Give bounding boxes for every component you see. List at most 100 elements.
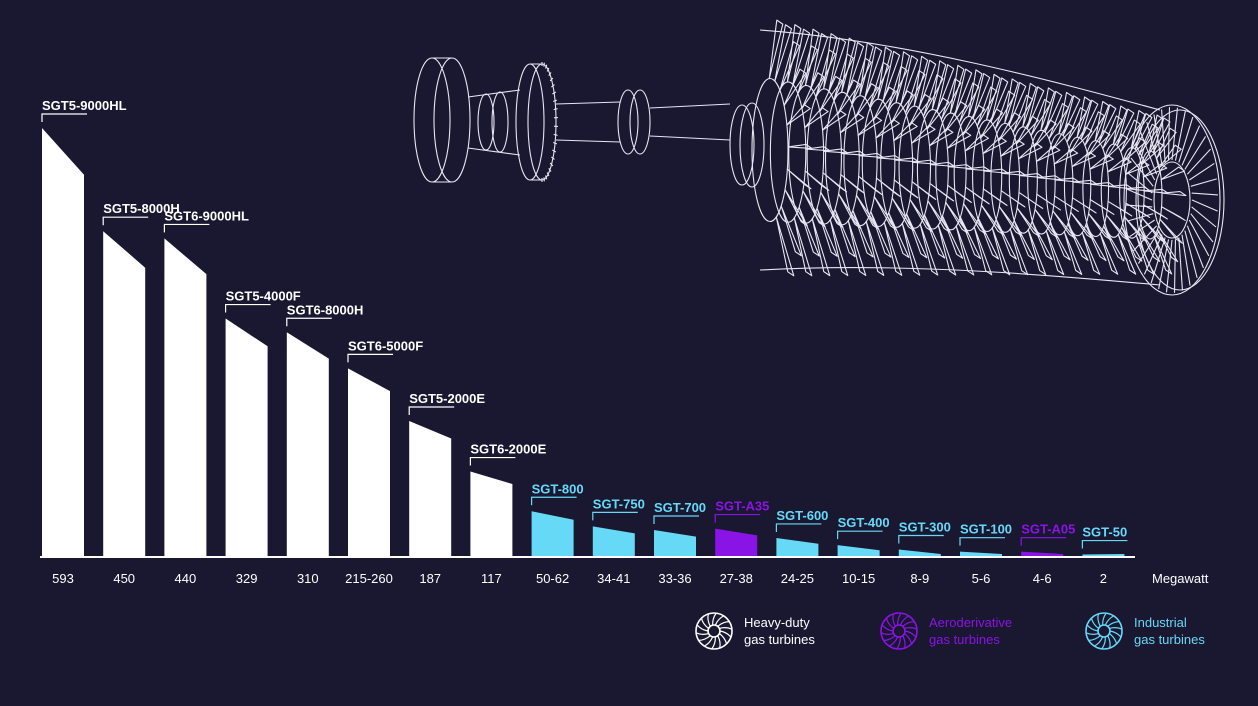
bar-model-label: SGT-800 [532, 481, 584, 496]
legend-label-line2: gas turbines [1134, 632, 1205, 647]
turbine-icon [1085, 612, 1123, 650]
label-bracket [531, 496, 577, 506]
legend-label-line2: gas turbines [744, 632, 815, 647]
bar-value-label: 50-62 [536, 571, 569, 586]
bar-group: SGT5-8000H [102, 201, 180, 556]
bar-model-label: SGT-300 [899, 520, 951, 535]
bar-value-label: 27-38 [720, 571, 753, 586]
bar [1021, 551, 1064, 556]
bar-group: SGT6-8000H [286, 302, 363, 556]
turbine-icon [880, 612, 918, 650]
bar-model-label: SGT-400 [838, 515, 890, 530]
bar [960, 551, 1002, 556]
gas-turbine-illustration [413, 19, 1225, 296]
bar [776, 537, 819, 556]
bar-model-label: SGT5-4000F [226, 289, 301, 304]
value-labels: 593 450 440 329 310 215-260 187 117 50-62 34-41 33… [52, 571, 1107, 586]
label-bracket [837, 530, 883, 540]
bar [592, 526, 635, 556]
bar-model-label: SGT6-9000HL [164, 208, 249, 223]
bar-group: SGT-50 [1081, 525, 1128, 556]
bar-value-label: 187 [419, 571, 441, 586]
bar-value-label: 117 [481, 571, 502, 586]
bar [898, 549, 941, 556]
bar-model-label: SGT6-2000E [470, 442, 546, 457]
bar-value-label: 8-9 [910, 571, 929, 586]
bar [470, 471, 513, 556]
bar-model-label: SGT-700 [654, 500, 706, 515]
legend-item: Industrial gas turbines [1085, 612, 1205, 650]
bar [286, 332, 329, 556]
bar-model-label: SGT5-8000H [103, 201, 180, 216]
bar-group: SGT-100 [959, 522, 1012, 556]
bar-value-label: 10-15 [842, 571, 875, 586]
label-bracket [41, 113, 87, 122]
bar [42, 128, 84, 556]
legend-label-line2: gas turbines [929, 632, 1000, 647]
bar-model-label: SGT5-2000E [409, 391, 485, 406]
bar [531, 511, 574, 556]
legend-item: Aeroderivative gas turbines [880, 612, 1012, 650]
bar-model-label: SGT-A35 [715, 499, 769, 514]
bar-group: SGT6-9000HL [163, 208, 249, 556]
bar-value-label: 329 [236, 571, 258, 586]
bar-group: SGT-A05 [1020, 522, 1075, 556]
bar-model-label: SGT-A05 [1021, 522, 1075, 537]
unit-label: Megawatt [1152, 571, 1209, 586]
bar-group: SGT-400 [837, 515, 890, 556]
bar-group: SGT5-4000F [225, 289, 301, 556]
bar-model-label: SGT5-9000HL [42, 98, 127, 113]
bar [164, 238, 207, 556]
label-bracket [408, 406, 455, 416]
label-bracket [653, 515, 699, 525]
label-bracket [225, 303, 271, 313]
bar-group: SGT-A35 [714, 499, 769, 556]
label-bracket [592, 511, 638, 521]
bar-group: SGT-300 [898, 520, 951, 556]
bar [715, 528, 758, 556]
bar-value-label: 2 [1100, 571, 1107, 586]
bar-value-label: 5-6 [972, 571, 991, 586]
bar-group: SGT5-2000E [408, 391, 485, 556]
bar [348, 368, 390, 556]
bar-value-label: 310 [297, 571, 319, 586]
label-bracket [286, 317, 332, 327]
label-bracket [102, 216, 149, 226]
label-bracket [714, 513, 761, 523]
bar-value-label: 450 [113, 571, 135, 586]
bar-model-label: SGT-100 [960, 522, 1012, 537]
label-bracket [898, 534, 944, 544]
bar [654, 530, 696, 556]
label-bracket [163, 223, 210, 233]
bar-group: SGT-750 [592, 496, 645, 556]
bar-group: SGT6-5000F [347, 338, 423, 556]
legend-label-line1: Aeroderivative [929, 615, 1012, 630]
label-bracket [347, 353, 393, 363]
label-bracket [775, 523, 822, 532]
bar-value-label: 34-41 [597, 571, 630, 586]
bar-group: SGT-800 [531, 481, 584, 556]
legend-label-line1: Industrial [1134, 615, 1187, 630]
bar [103, 231, 146, 556]
bar-group: SGT-600 [775, 508, 828, 556]
label-bracket [469, 456, 516, 466]
bar-value-label: 593 [52, 571, 74, 586]
bar-group: SGT-700 [653, 500, 706, 556]
bar-value-label: 215-260 [345, 571, 393, 586]
bar-model-label: SGT-50 [1082, 525, 1127, 540]
bar-model-label: SGT-600 [776, 508, 828, 523]
bar-group: SGT5-9000HL [41, 98, 127, 556]
bar-value-label: 33-36 [658, 571, 691, 586]
bar-model-label: SGT-750 [593, 496, 645, 511]
legend-item: Heavy-duty gas turbines [695, 612, 815, 650]
turbine-icon [695, 612, 733, 650]
bar-value-label: 440 [175, 571, 197, 586]
label-bracket [959, 537, 1005, 546]
bar [1082, 554, 1125, 556]
legend: Heavy-duty gas turbines Aeroderivative gas … [695, 612, 1205, 650]
bar [837, 545, 880, 556]
legend-label-line1: Heavy-duty [744, 615, 810, 630]
bar-model-label: SGT6-5000F [348, 338, 423, 353]
